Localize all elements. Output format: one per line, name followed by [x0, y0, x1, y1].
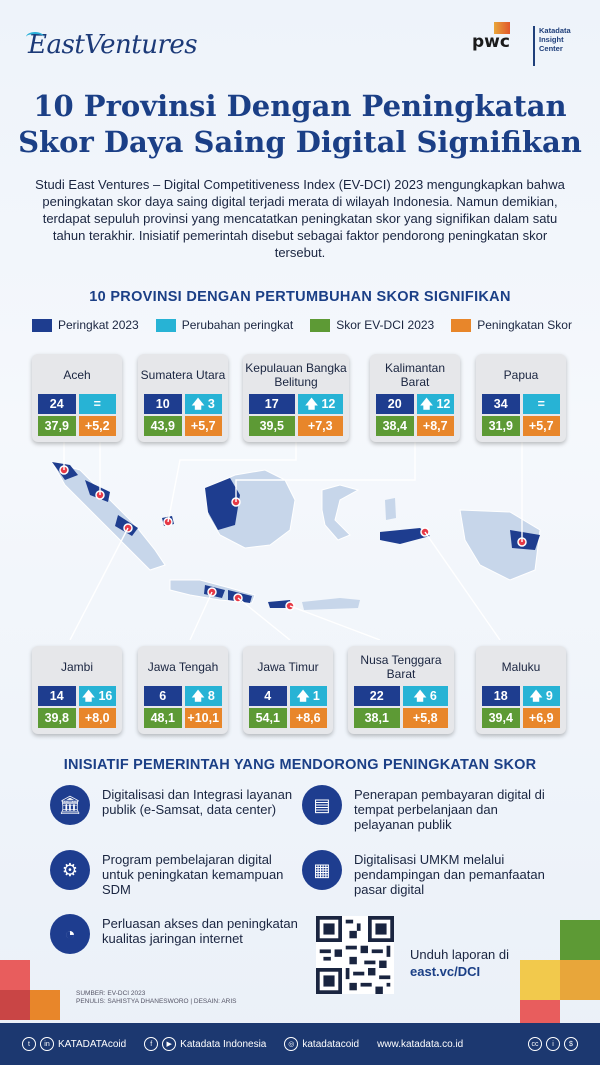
- download-info: Unduh laporan di east.vc/DCI: [410, 947, 510, 979]
- score-value: 38,4: [376, 416, 414, 436]
- header: EastVentures pwc Katadata Insight Center: [0, 0, 600, 80]
- province-card-kalimantan-barat: Kalimantan Barat 20 🡅 12 38,4 +8,7: [370, 354, 460, 442]
- increase-value: +10,1: [184, 708, 222, 728]
- footer-instagram[interactable]: ◎ katadatacoid: [284, 1037, 359, 1051]
- legend-item-increase: Peningkatan Skor: [451, 318, 572, 332]
- instagram-icon: ◎: [284, 1037, 299, 1051]
- legend-item-change: Perubahan peringkat: [155, 318, 293, 332]
- initiative-item: 🏛 Digitalisasi dan Integrasi layanan pub…: [50, 785, 300, 825]
- qr-code[interactable]: [316, 916, 394, 994]
- cc-icon: cc: [528, 1037, 542, 1051]
- government-building-icon: 🏛: [50, 785, 90, 825]
- province-card-jambi: Jambi 14 🡅 16 39,8 +8,0: [32, 646, 122, 734]
- province-card-jawa-timur: Jawa Timur 4 🡅 1 54,1 +8,6: [243, 646, 333, 734]
- initiative-item: ▦ Digitalisasi UMKM melalui pendampingan…: [302, 850, 552, 897]
- rank-value: 6: [144, 686, 182, 706]
- rank-value: 22: [354, 686, 400, 706]
- source-credit: SUMBER: EV-DCI 2023 PENULIS: SAHISTYA DH…: [76, 990, 237, 1005]
- by-icon: i: [546, 1037, 560, 1051]
- change-value: 🡅 9: [522, 686, 560, 706]
- download-link[interactable]: east.vc/DCI: [410, 964, 481, 979]
- rank-value: 4: [249, 686, 287, 706]
- initiative-item: ⚙ Program pembelajaran digital untuk pen…: [50, 850, 300, 897]
- decorative-blocks-right: [520, 920, 600, 1025]
- linkedin-icon: in: [40, 1037, 54, 1051]
- initiative-item: ◔ Perluasan akses dan peningkatan kualit…: [50, 914, 300, 954]
- change-value: 🡅 1: [289, 686, 327, 706]
- nc-icon: $: [564, 1037, 578, 1051]
- change-value: 🡅 6: [402, 686, 448, 706]
- pwc-logo: pwc: [472, 22, 510, 52]
- creative-commons-icons: cc i $: [528, 1037, 578, 1051]
- facebook-icon: f: [144, 1037, 159, 1051]
- page-title: 10 Provinsi Dengan Peningkatan Skor Daya…: [18, 89, 582, 159]
- change-value: 🡅 12: [297, 394, 343, 414]
- increase-value: +5,8: [402, 708, 448, 728]
- footer-website[interactable]: www.katadata.co.id: [377, 1038, 464, 1050]
- change-value: =: [522, 394, 560, 414]
- increase-value: +5,7: [522, 416, 560, 436]
- initiative-item: ▤ Penerapan pembayaran digital di tempat…: [302, 785, 552, 832]
- change-value: 🡅 16: [78, 686, 116, 706]
- payment-terminal-icon: ▤: [302, 785, 342, 825]
- score-value: 37,9: [38, 416, 76, 436]
- province-card-maluku: Maluku 18 🡅 9 39,4 +6,9: [476, 646, 566, 734]
- score-value: 39,8: [38, 708, 76, 728]
- legend-item-score: Skor EV-DCI 2023: [310, 318, 434, 332]
- learning-icon: ⚙: [50, 850, 90, 890]
- province-card-ntb: Nusa Tenggara Barat 22 🡅 6 38,1 +5,8: [348, 646, 454, 734]
- initiatives-title: INISIATIF PEMERINTAH YANG MENDORONG PENI…: [63, 757, 537, 773]
- increase-value: +5,2: [78, 416, 116, 436]
- twitter-icon: t: [22, 1037, 36, 1051]
- wifi-icon: ◔: [50, 914, 90, 954]
- footer: t in KATADATAcoid f ▶ Katadata Indonesia…: [0, 1023, 600, 1065]
- rank-value: 24: [38, 394, 76, 414]
- score-value: 43,9: [144, 416, 182, 436]
- score-value: 54,1: [249, 708, 287, 728]
- score-value: 31,9: [482, 416, 520, 436]
- increase-value: +8,0: [78, 708, 116, 728]
- score-value: 48,1: [144, 708, 182, 728]
- province-card-sumatera-utara: Sumatera Utara 10 🡅 3 43,9 +5,7: [138, 354, 228, 442]
- score-value: 39,4: [482, 708, 520, 728]
- katadata-insight-center-logo: Katadata Insight Center: [533, 26, 583, 66]
- rank-value: 17: [249, 394, 295, 414]
- rank-value: 20: [376, 394, 414, 414]
- footer-twitter-linkedin[interactable]: t in KATADATAcoid: [22, 1037, 126, 1051]
- score-value: 39,5: [249, 416, 295, 436]
- score-value: 38,1: [354, 708, 400, 728]
- change-value: =: [78, 394, 116, 414]
- east-ventures-logo: EastVentures: [26, 30, 198, 60]
- rank-value: 18: [482, 686, 520, 706]
- legend: Peringkat 2023 Perubahan peringkat Skor …: [32, 318, 572, 332]
- increase-value: +7,3: [297, 416, 343, 436]
- increase-value: +8,6: [289, 708, 327, 728]
- change-value: 🡅 8: [184, 686, 222, 706]
- legend-item-rank: Peringkat 2023: [32, 318, 139, 332]
- indonesia-map: [50, 440, 541, 640]
- rank-value: 34: [482, 394, 520, 414]
- increase-value: +5,7: [184, 416, 222, 436]
- provinces-subhead: 10 PROVINSI DENGAN PERTUMBUHAN SKOR SIGN…: [89, 289, 511, 305]
- province-card-papua: Papua 34 = 31,9 +5,7: [476, 354, 566, 442]
- youtube-icon: ▶: [162, 1037, 177, 1051]
- province-card-bangka-belitung: Kepulauan Bangka Belitung 17 🡅 12 39,5 +7,…: [243, 354, 349, 442]
- increase-value: +6,9: [522, 708, 560, 728]
- change-value: 🡅 3: [184, 394, 222, 414]
- shop-icon: ▦: [302, 850, 342, 890]
- footer-facebook-youtube[interactable]: f ▶ Katadata Indonesia: [144, 1037, 266, 1051]
- change-value: 🡅 12: [416, 394, 454, 414]
- increase-value: +8,7: [416, 416, 454, 436]
- intro-text: Studi East Ventures – Digital Competitiv…: [35, 177, 565, 260]
- province-card-jawa-tengah: Jawa Tengah 6 🡅 8 48,1 +10,1: [138, 646, 228, 734]
- decorative-blocks-left: [0, 960, 60, 1020]
- rank-value: 10: [144, 394, 182, 414]
- rank-value: 14: [38, 686, 76, 706]
- province-card-aceh: Aceh 24 = 37,9 +5,2: [32, 354, 122, 442]
